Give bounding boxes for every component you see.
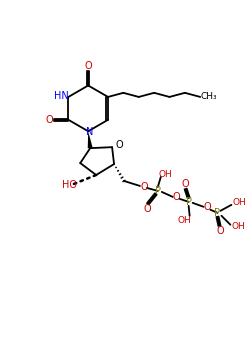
Text: OH: OH [232, 198, 246, 207]
Text: N: N [86, 127, 93, 137]
Polygon shape [88, 131, 93, 148]
Text: HN: HN [54, 91, 69, 101]
Text: OH: OH [178, 216, 192, 225]
Text: O: O [115, 140, 123, 150]
Text: OH: OH [159, 169, 173, 178]
Text: P: P [214, 208, 220, 218]
Text: O: O [217, 226, 224, 236]
Text: O: O [204, 202, 211, 212]
Text: P: P [186, 197, 192, 207]
Text: OH: OH [232, 222, 245, 231]
Text: O: O [84, 61, 92, 71]
Text: O: O [46, 115, 53, 125]
Text: O: O [182, 179, 190, 189]
Text: O: O [173, 192, 180, 202]
Text: CH₃: CH₃ [201, 92, 218, 102]
Text: P: P [155, 186, 161, 196]
Text: O: O [140, 182, 148, 192]
Text: O: O [143, 204, 151, 214]
Text: HO: HO [62, 180, 77, 190]
